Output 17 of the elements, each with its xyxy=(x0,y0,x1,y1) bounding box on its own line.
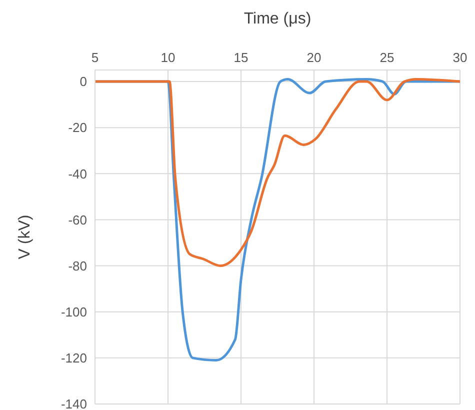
x-axis-title: Time (μs) xyxy=(244,10,312,28)
y-tick-label: -120 xyxy=(60,350,87,366)
y-tick-label: -60 xyxy=(68,212,87,228)
y-tick-label: 0 xyxy=(80,74,87,90)
x-tick-label: 10 xyxy=(160,50,176,65)
y-tick-label: -100 xyxy=(60,304,87,320)
y-axis-title: V (kV) xyxy=(16,214,34,260)
x-tick-label: 25 xyxy=(380,50,394,65)
x-tick-label: 5 xyxy=(91,50,99,65)
x-tick-label: 20 xyxy=(306,50,322,65)
y-tick-label: -20 xyxy=(68,120,87,136)
line-series xyxy=(95,78,460,268)
y-tick-label: -40 xyxy=(68,166,87,182)
x-tick-label: 15 xyxy=(234,50,248,65)
x-tick-label: 30 xyxy=(452,50,468,65)
y-tick-label: -140 xyxy=(60,396,87,410)
y-tick-label: -80 xyxy=(68,258,87,274)
